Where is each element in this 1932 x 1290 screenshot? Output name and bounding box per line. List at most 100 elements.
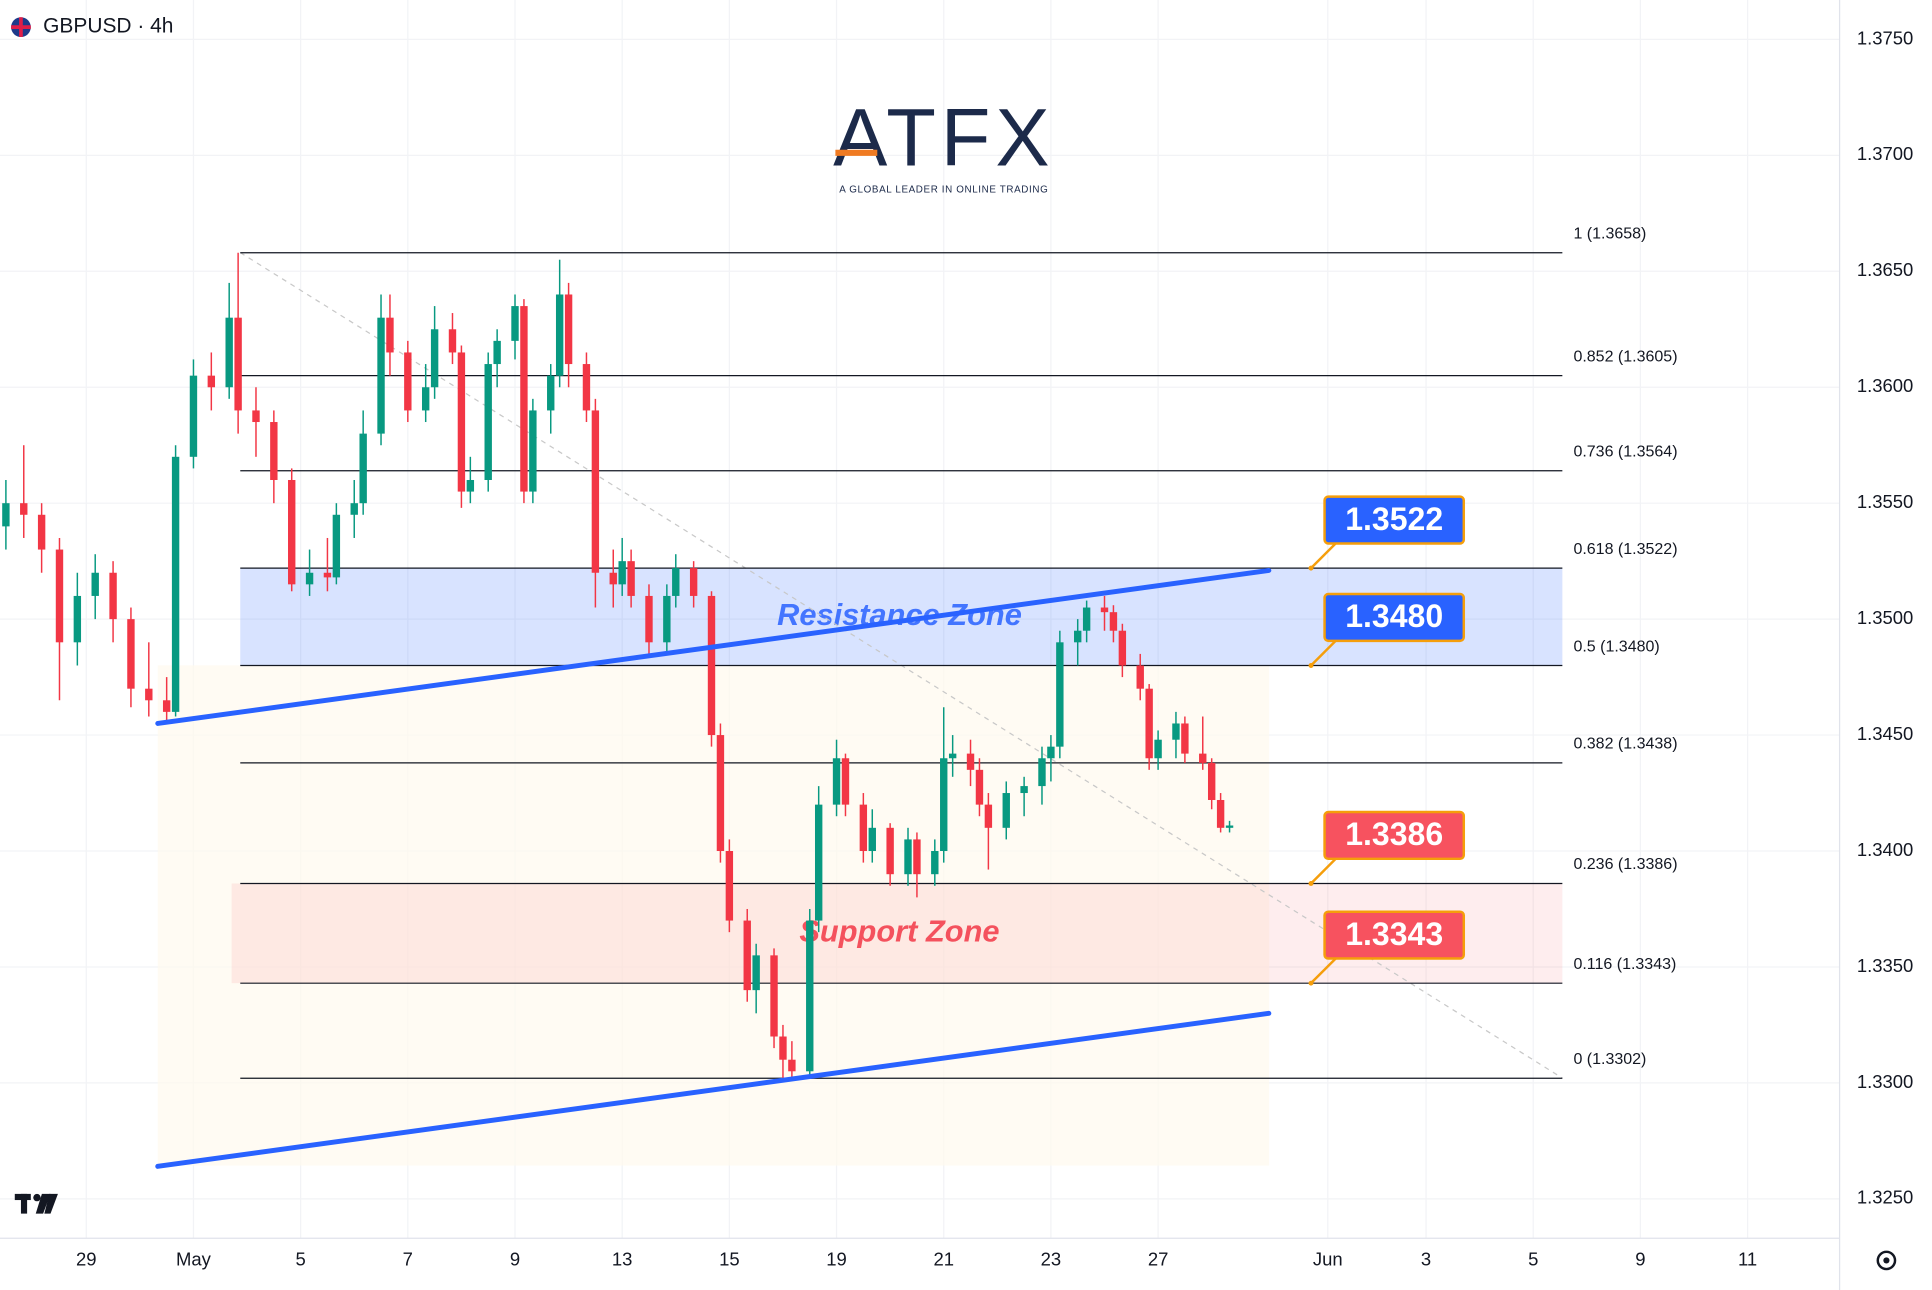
candle-body [511,306,519,341]
y-tick-label: 1.3650 [1857,259,1914,280]
header: GBPUSD · 4h [11,15,173,38]
candle-body [1082,607,1091,631]
candle-body [189,375,198,457]
x-tick-label: 13 [612,1248,633,1269]
candle-body [1207,762,1216,800]
y-tick-label: 1.3250 [1857,1187,1914,1208]
tv-logo-part [35,1193,51,1214]
candle-body [377,317,385,434]
trendlines [155,567,1272,1169]
y-tick-label: 1.3450 [1857,723,1914,744]
fib-levels: 1 (1.3658) 0.852 (1.3605) 0.736 (1.3564) 0.… [240,226,1678,1079]
candle-body [1056,642,1064,747]
candle-body [1172,723,1180,740]
candle-body [145,688,153,701]
candle-body [323,572,332,578]
y-tick-label: 1.3600 [1857,375,1914,396]
trendline [155,1010,1272,1169]
candle-body [332,514,341,578]
x-tick-label: 9 [1635,1248,1645,1269]
x-tick-label: 7 [403,1248,413,1269]
candle-body [234,317,242,411]
candle-body [609,572,617,585]
candle-body [689,568,698,596]
price-labels: 1.3522 1.3480 1.3386 1.3343 [1308,495,1466,986]
time-axis: 29 May 5 7 9 13 15 19 21 23 27 Jun 3 5 9 11 [76,1248,1757,1269]
settings-icon[interactable] [1876,1250,1897,1271]
candle-body [20,503,28,515]
candle-body [529,410,537,492]
candle-body [55,549,64,643]
candle-body [225,317,233,388]
candle-body [1118,630,1127,666]
y-tick-label: 1.3700 [1857,143,1914,164]
candle-body [448,329,457,353]
candle-body [1199,753,1207,763]
callout-anchor [1308,980,1314,986]
symbol: GBPUSD · 4h [43,15,173,38]
callout-box [1323,910,1466,960]
callout-pointer [1310,540,1339,569]
candle-body [832,758,841,805]
candle-body [457,352,466,492]
candle-body [743,920,751,991]
callout-box [1323,495,1466,545]
fib-label: 0.236 (1.3386) [1573,856,1677,873]
candle-body [270,422,278,480]
candle-body [859,804,868,852]
candle-body [91,572,99,596]
candle-body [555,294,564,376]
price-axis: 1.3250 1.3300 1.3350 1.3400 1.3450 1.3500 1.35… [1857,27,1914,1207]
candle-body [645,595,653,643]
y-tick-label: 1.3400 [1857,839,1914,860]
candle-body [1100,607,1109,613]
x-tick-label: 5 [1528,1248,1538,1269]
fib-label: 0.382 (1.3438) [1573,736,1677,753]
candle-body [618,561,626,585]
candle-body [1145,688,1153,759]
fib-label: 1 (1.3658) [1573,226,1646,243]
fib-label: 0.618 (1.3522) [1573,541,1677,558]
candle-body [663,595,671,643]
candle-body [1225,825,1234,828]
callout-pointer [1310,637,1339,667]
candle-body [672,568,680,596]
candle-body [252,410,260,423]
candle-body [564,294,573,365]
settings-button[interactable] [1876,1250,1897,1271]
x-tick-label: 27 [1148,1248,1169,1269]
candle-body [37,514,46,550]
callout-label: 1.3386 [1345,816,1443,852]
candle-body [841,758,850,805]
candle-body [716,735,725,852]
fib-label: 0.736 (1.3564) [1573,443,1677,460]
fib-label: 0.116 (1.3343) [1573,956,1676,973]
candles [2,252,1234,1079]
tv-logo-part [20,1193,28,1214]
candle-body [1047,746,1055,759]
candle-body [886,827,894,875]
y-tick-label: 1.3300 [1857,1071,1914,1092]
x-tick-label: Jun [1313,1248,1343,1269]
candle-body [171,456,180,712]
x-tick-label: 19 [826,1248,847,1269]
candle-body [484,364,492,480]
y-tick-label: 1.3750 [1857,27,1914,48]
candle-body [350,503,358,515]
y-tick-label: 1.3550 [1857,491,1914,512]
logo-tagline: A GLOBAL LEADER IN ONLINE TRADING [839,184,1048,195]
logo-name: ATFX [833,93,1054,184]
candle-body [582,364,591,411]
candle-body [1020,786,1028,794]
candle-body [913,839,921,875]
candle-body [421,387,430,411]
callout-label: 1.3480 [1345,598,1443,634]
fib-label: 0.852 (1.3605) [1573,348,1677,365]
candle-body [707,595,716,736]
settings-icon-center[interactable] [1883,1257,1890,1264]
candle-body [1154,739,1162,759]
zones: Resistance Zone Support Zone [231,568,1563,984]
candle-body [1038,758,1046,787]
